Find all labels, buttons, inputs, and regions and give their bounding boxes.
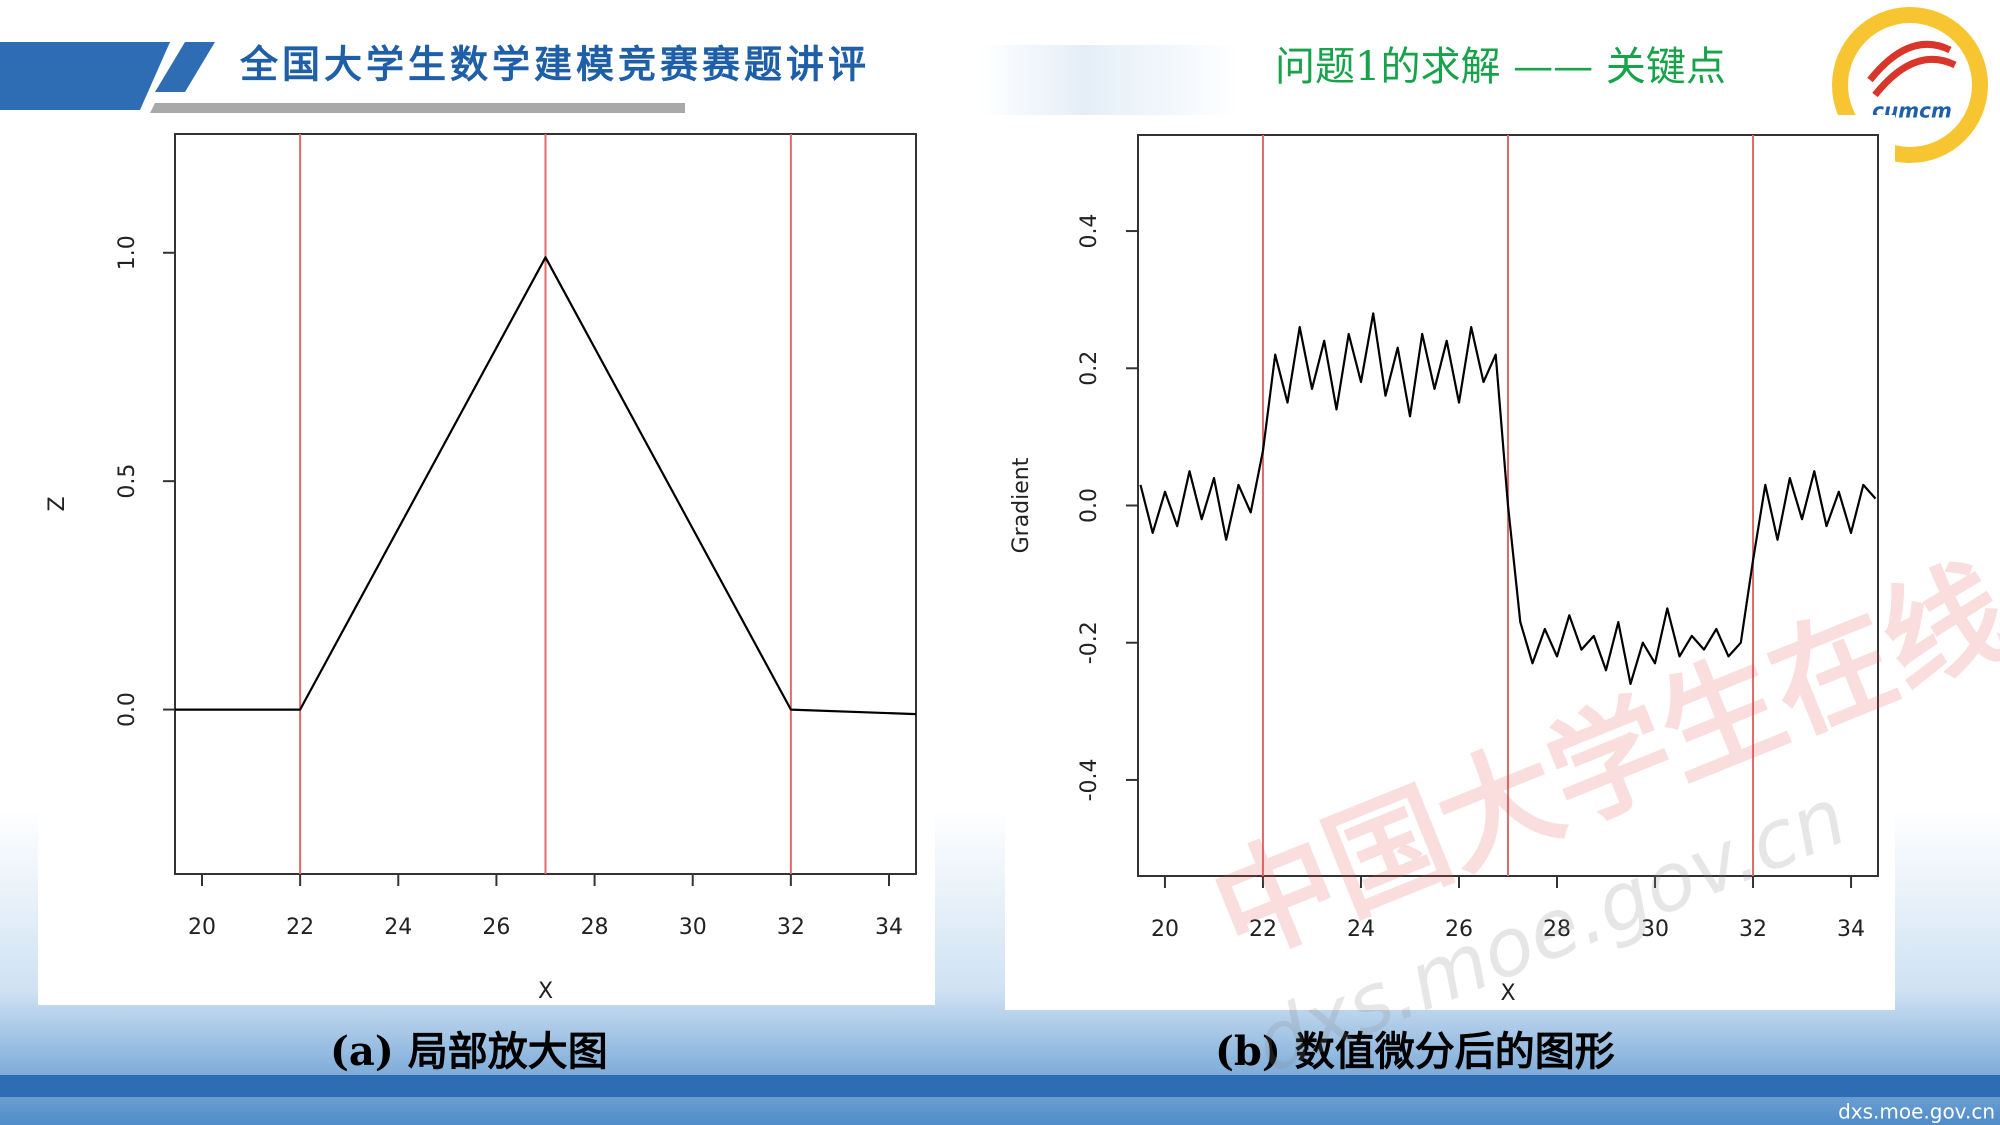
x-tick-label: 22 [286, 915, 314, 940]
x-tick-label: 24 [384, 915, 412, 940]
x-tick-label: 32 [777, 915, 805, 940]
y-tick-label: 0.0 [1077, 488, 1102, 523]
x-axis-label: X [538, 979, 553, 1004]
header-stripe [155, 42, 215, 92]
header-bar [0, 42, 170, 110]
caption: (b) 数值微分后的图形 [1215, 1028, 1615, 1075]
data-line [175, 256, 917, 716]
x-tick-label: 30 [679, 915, 707, 940]
header-glow [980, 45, 1240, 115]
y-tick-label: -0.4 [1077, 758, 1102, 801]
x-tick-label: 28 [1543, 917, 1571, 942]
y-tick-label: 1.0 [115, 235, 140, 270]
logo-swoosh [1867, 40, 1957, 98]
x-tick-label: 34 [1837, 917, 1865, 942]
panel-b [1005, 115, 1895, 1010]
caption: (a) 局部放大图 [330, 1028, 608, 1075]
x-tick-label: 20 [188, 915, 216, 940]
data-line [1139, 312, 1877, 685]
footer-bar [0, 1075, 2000, 1097]
charts: 20 22 24 26 28 30 32 34 0.0 0.5 1.0 X Z (a) 局部放大图 20 22… [45, 133, 1879, 1075]
y-tick-label: 0.0 [115, 692, 140, 727]
x-tick-label: 28 [581, 915, 609, 940]
x-tick-label: 30 [1641, 917, 1669, 942]
x-tick-label: 22 [1249, 917, 1277, 942]
x-tick-label: 20 [1151, 917, 1179, 942]
header-section: 问题1的求解 —— 关键点 [1275, 44, 1726, 90]
x-axis-label: X [1500, 981, 1515, 1006]
y-axis-label: Gradient [1009, 457, 1034, 553]
y-tick-label: -0.2 [1077, 621, 1102, 664]
x-tick-label: 26 [1445, 917, 1473, 942]
footer-url: dxs.moe.gov.cn [1838, 1100, 1995, 1124]
x-tick-label: 32 [1739, 917, 1767, 942]
header-underline [150, 103, 685, 113]
y-axis-label: Z [45, 496, 70, 511]
panel-a [38, 115, 935, 1005]
y-tick-label: 0.4 [1077, 214, 1102, 249]
header-title: 全国大学生数学建模竞赛赛题讲评 [239, 42, 870, 87]
y-tick-label: 0.2 [1077, 351, 1102, 386]
x-tick-label: 26 [482, 915, 510, 940]
x-tick-label: 34 [875, 915, 903, 940]
y-tick-label: 0.5 [115, 464, 140, 499]
x-tick-label: 24 [1347, 917, 1375, 942]
